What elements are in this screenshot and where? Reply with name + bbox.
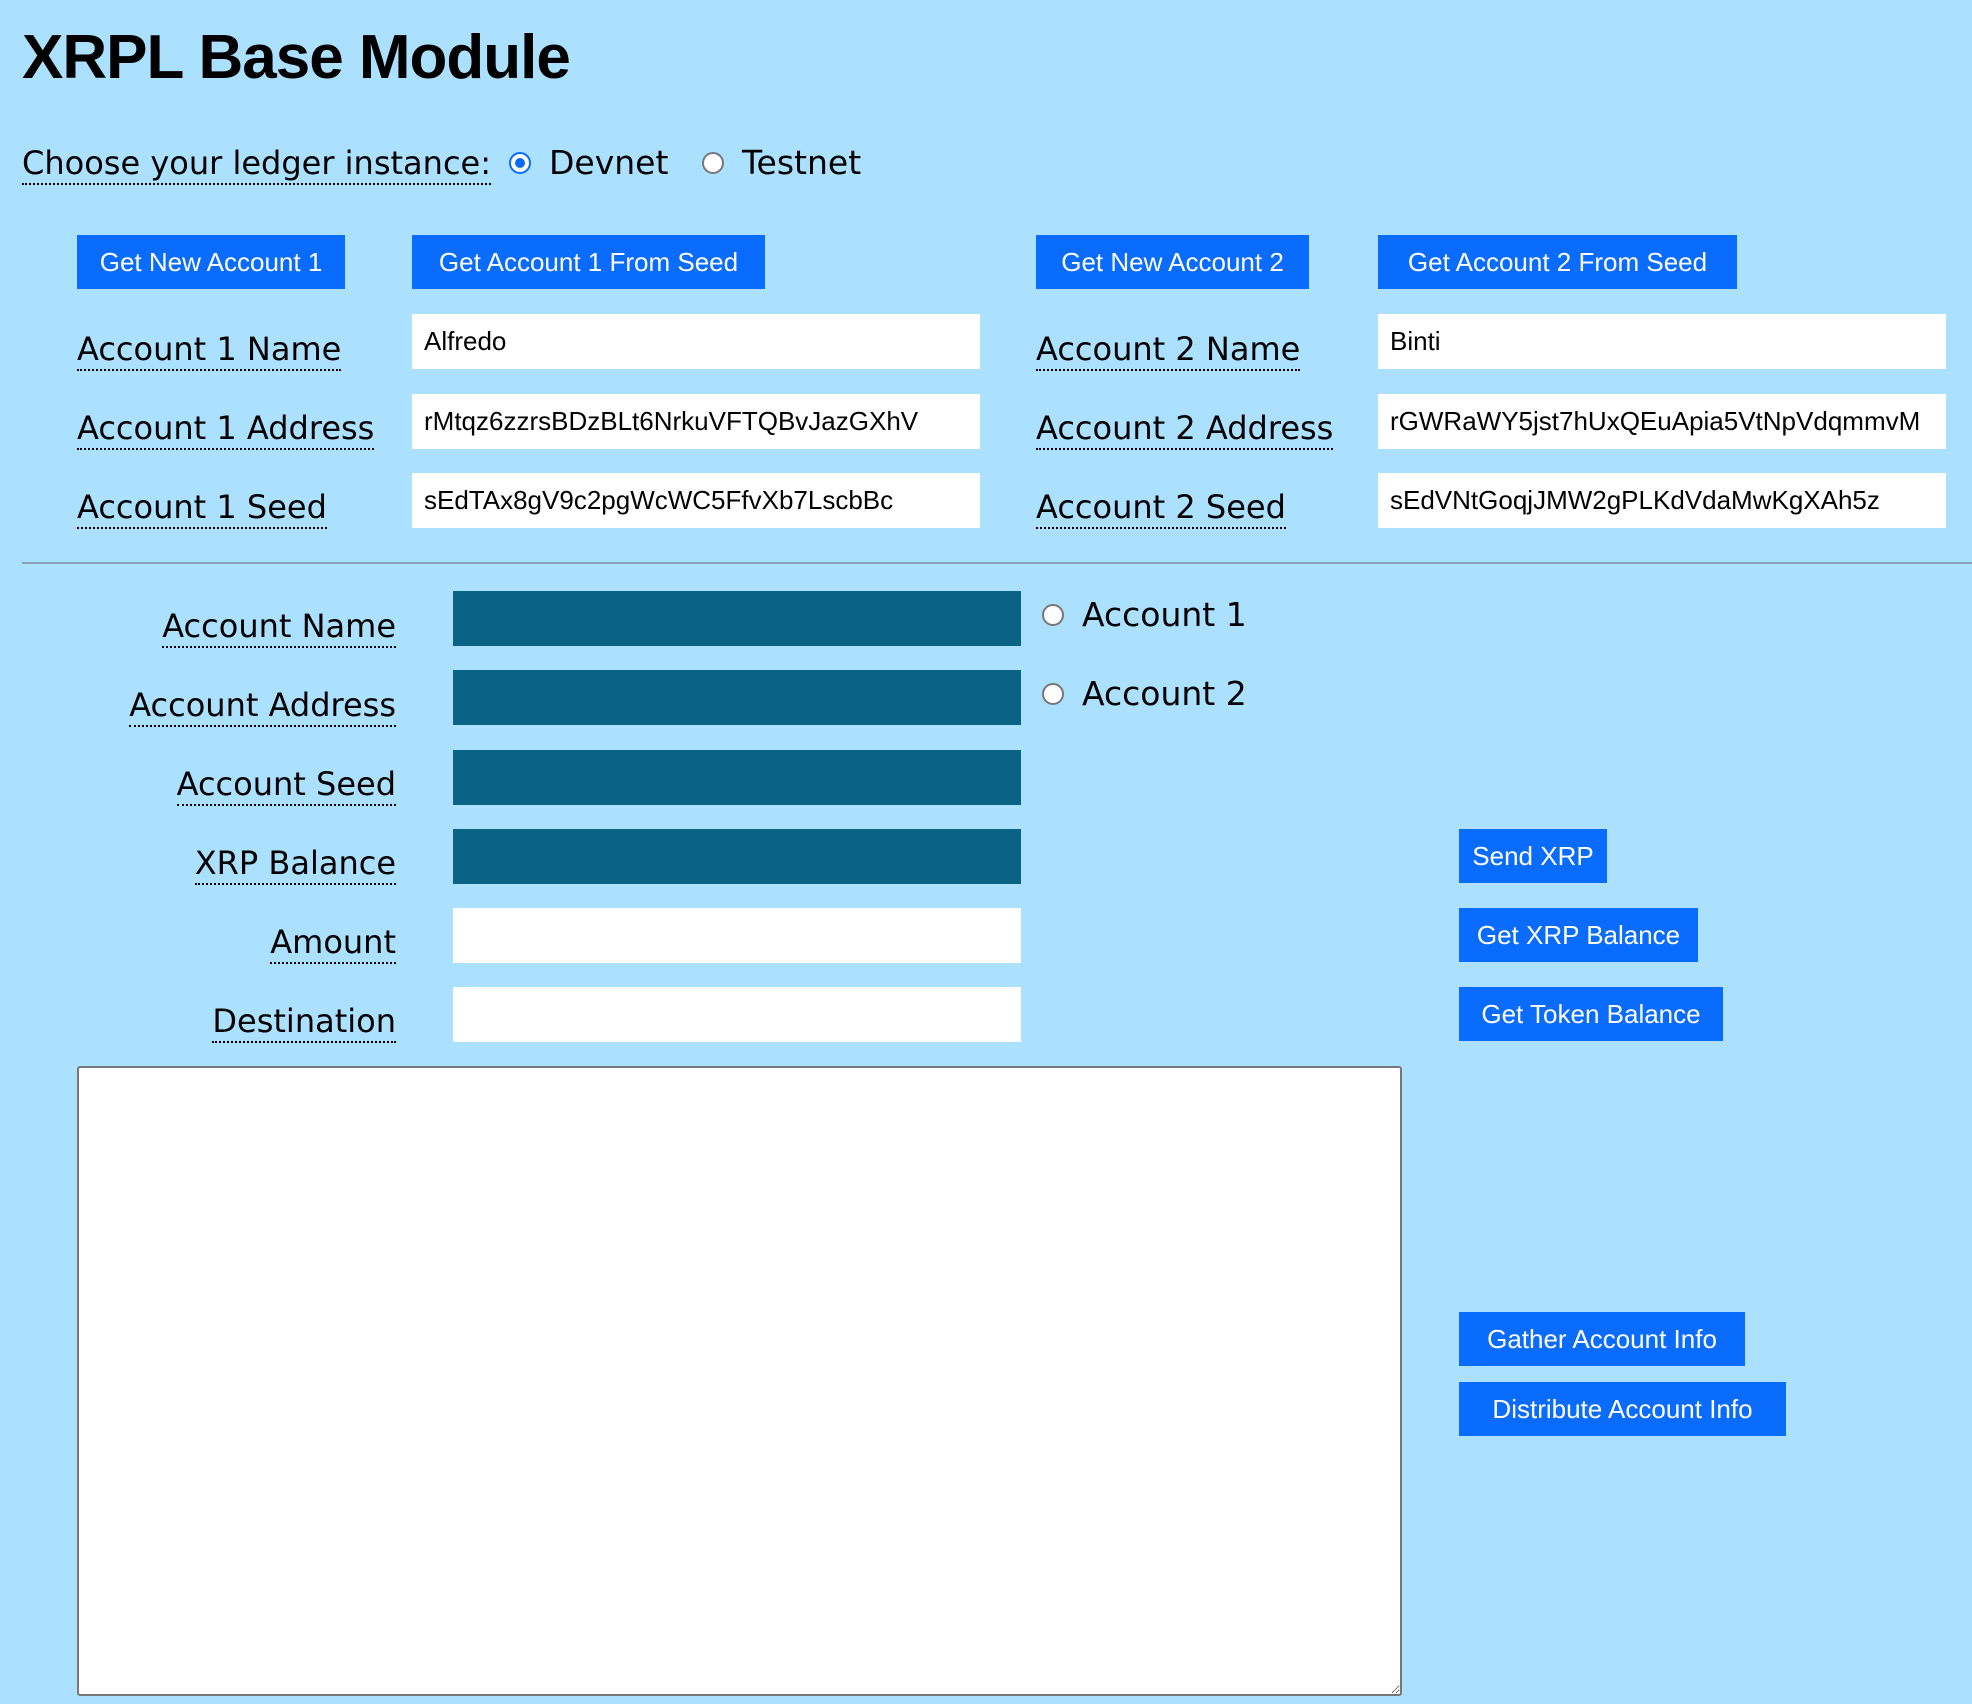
account-2-radio[interactable] — [1042, 683, 1064, 705]
destination-input[interactable] — [453, 987, 1021, 1042]
testnet-radio[interactable] — [702, 152, 724, 174]
distribute-account-info-button[interactable]: Distribute Account Info — [1459, 1382, 1786, 1436]
get-new-account-1-button[interactable]: Get New Account 1 — [77, 235, 345, 289]
account-seed-label: Account Seed — [176, 764, 396, 806]
account-2-name-label: Account 2 Name — [1036, 329, 1301, 371]
devnet-radio[interactable] — [509, 152, 531, 174]
account-2-radio-label[interactable]: Account 2 — [1082, 674, 1247, 713]
account-2-seed-label: Account 2 Seed — [1036, 487, 1286, 529]
page-title: XRPL Base Module — [22, 23, 571, 92]
account-2-address-input[interactable]: rGWRaWY5jst7hUxQEuApia5VtNpVdqmmvM — [1378, 394, 1946, 449]
get-new-account-2-button[interactable]: Get New Account 2 — [1036, 235, 1309, 289]
xrp-balance-label: XRP Balance — [194, 843, 396, 885]
account-1-radio[interactable] — [1042, 604, 1064, 626]
account-2-address-label: Account 2 Address — [1036, 408, 1334, 450]
account-name-label: Account Name — [162, 606, 396, 648]
devnet-label[interactable]: Devnet — [549, 143, 669, 182]
ledger-label: Choose your ledger instance: — [22, 143, 491, 185]
get-xrp-balance-button[interactable]: Get XRP Balance — [1459, 908, 1698, 962]
xrp-balance-input[interactable] — [453, 829, 1021, 884]
amount-label: Amount — [270, 922, 396, 964]
gather-account-info-button[interactable]: Gather Account Info — [1459, 1312, 1745, 1366]
testnet-label[interactable]: Testnet — [742, 143, 862, 182]
account-1-radio-label[interactable]: Account 1 — [1082, 595, 1247, 634]
account-1-address-label: Account 1 Address — [77, 408, 375, 450]
account-seed-input[interactable] — [453, 750, 1021, 805]
get-account-2-from-seed-button[interactable]: Get Account 2 From Seed — [1378, 235, 1737, 289]
account-2-seed-input[interactable]: sEdVNtGoqjJMW2gPLKdVdaMwKgXAh5z — [1378, 473, 1946, 528]
account-2-name-input[interactable]: Binti — [1378, 314, 1946, 369]
account-address-label: Account Address — [129, 685, 396, 727]
account-1-seed-label: Account 1 Seed — [77, 487, 327, 529]
account-name-input[interactable] — [453, 591, 1021, 646]
account-1-name-input[interactable]: Alfredo — [412, 314, 980, 369]
get-account-1-from-seed-button[interactable]: Get Account 1 From Seed — [412, 235, 765, 289]
account-address-input[interactable] — [453, 670, 1021, 725]
divider — [22, 562, 1972, 564]
account-1-address-input[interactable]: rMtqz6zzrsBDzBLt6NrkuVFTQBvJazGXhV — [412, 394, 980, 449]
amount-input[interactable] — [453, 908, 1021, 963]
send-xrp-button[interactable]: Send XRP — [1459, 829, 1607, 883]
account-1-seed-input[interactable]: sEdTAx8gV9c2pgWcWC5FfvXb7LscbBc — [412, 473, 980, 528]
get-token-balance-button[interactable]: Get Token Balance — [1459, 987, 1723, 1041]
account-1-name-label: Account 1 Name — [77, 329, 342, 371]
results-textarea[interactable] — [77, 1066, 1402, 1696]
destination-label: Destination — [212, 1001, 396, 1043]
